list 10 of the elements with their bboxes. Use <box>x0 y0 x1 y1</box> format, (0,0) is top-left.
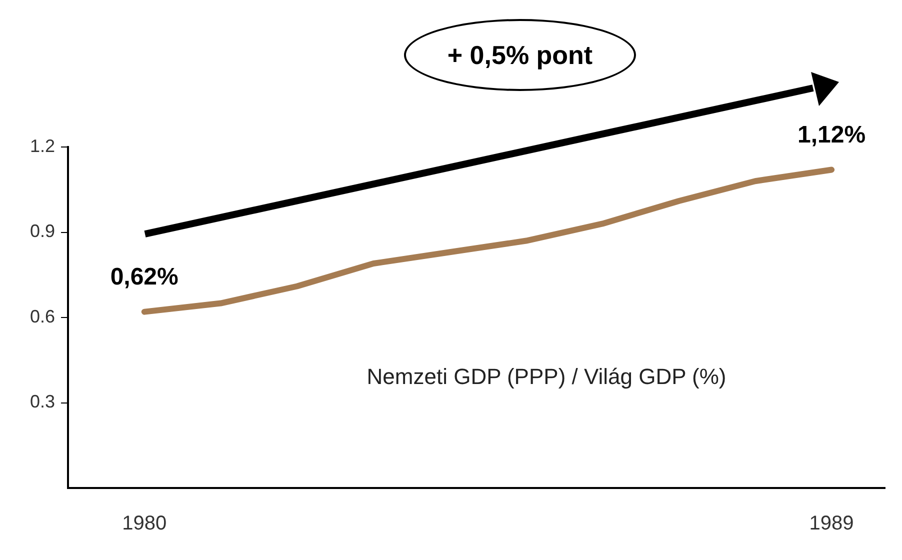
y-tick-label: 1.2 <box>30 136 55 156</box>
y-tick-label: 0.6 <box>30 306 55 326</box>
x-tick-label: 1989 <box>809 512 854 535</box>
text: + 0,5% pont <box>404 19 636 91</box>
data-label: 1,12% <box>798 121 866 148</box>
x-tick-label: 1980 <box>122 512 167 535</box>
y-tick-label: 0.3 <box>30 392 55 412</box>
text: Nemzeti GDP (PPP) / Világ GDP (%) <box>366 364 726 389</box>
y-tick-label: 0.9 <box>30 221 55 242</box>
data-label: 0,62% <box>110 263 178 290</box>
